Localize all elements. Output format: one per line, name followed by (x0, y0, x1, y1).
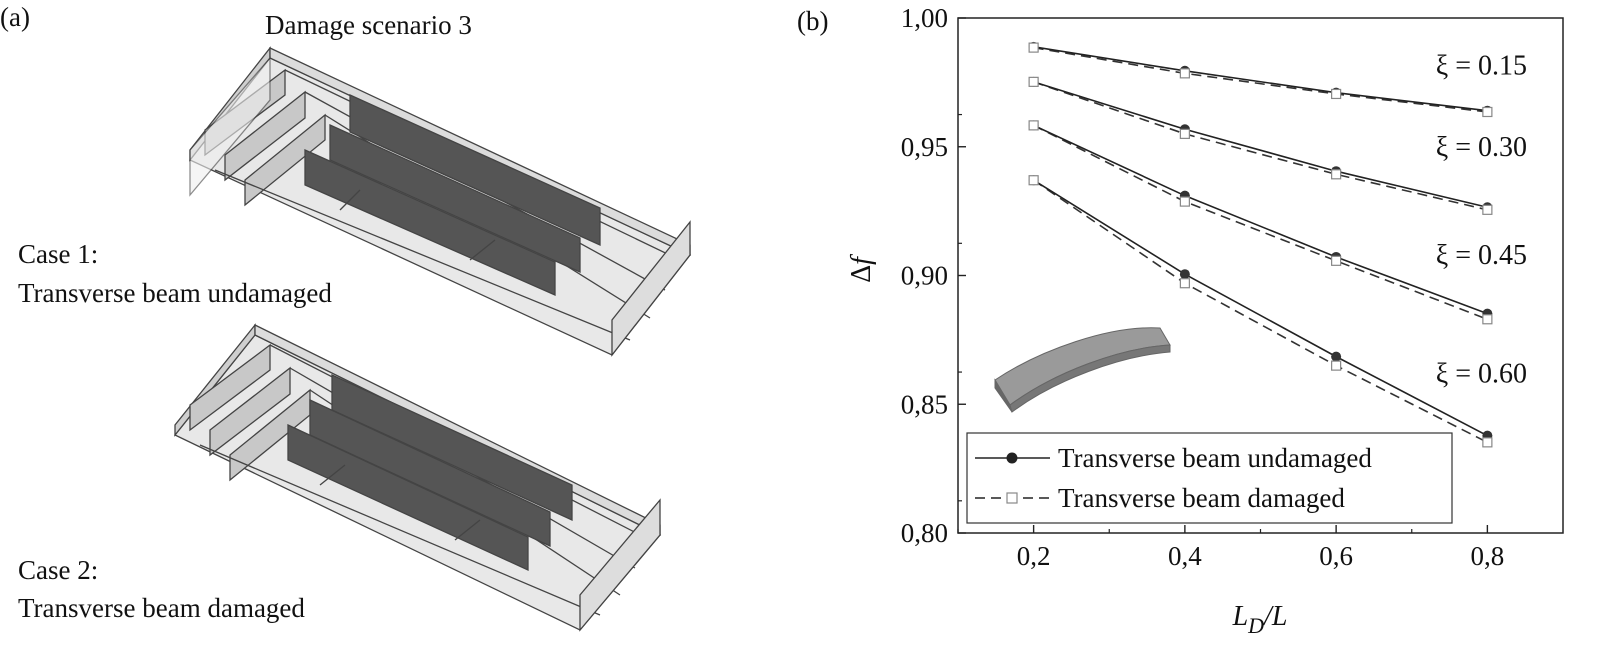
point-damaged (1179, 196, 1190, 207)
series-layer (1028, 41, 1493, 448)
legend: Transverse beam undamaged Transverse bea… (966, 432, 1453, 524)
point-damaged (1028, 175, 1039, 186)
point-damaged (1331, 88, 1342, 100)
y-axis: 0,80 0,85 0,90 0,95 1,00 (901, 3, 966, 548)
bridge-case1-illustration (188, 46, 692, 357)
bridge-illustrations (173, 46, 692, 632)
case2-description: Transverse beam damaged (18, 593, 305, 623)
point-damaged (1331, 360, 1342, 371)
legend-label-undamaged: Transverse beam undamaged (1058, 443, 1372, 473)
legend-box (966, 432, 1453, 524)
y-tick-label: 0,95 (901, 132, 948, 162)
x-axis: 0,2 0,4 0,6 0,8 (957, 525, 1505, 571)
point-damaged (1179, 128, 1190, 139)
bridge-case2-illustration (173, 323, 662, 632)
point-undamaged (1331, 351, 1342, 362)
point-damaged (1028, 120, 1039, 131)
x-tick-label: 0,4 (1168, 541, 1202, 571)
xi-label: ξ = 0.30 (1436, 132, 1527, 163)
point-damaged (1028, 42, 1039, 53)
case1-label: Case 1: (18, 239, 99, 269)
y-tick-label: 0,90 (901, 261, 948, 291)
point-damaged (1482, 204, 1493, 215)
panel-b-tag: (b) (797, 6, 828, 36)
point-damaged (1482, 314, 1493, 325)
point-damaged (1482, 437, 1493, 448)
y-axis-label: Δf (846, 254, 877, 283)
panel-a-title: Damage scenario 3 (265, 10, 472, 40)
point-damaged (1331, 255, 1342, 266)
xi-label: ξ = 0.45 (1436, 240, 1527, 271)
inset-model-thumbnail (994, 327, 1171, 413)
group-labels: ξ = 0.15 ξ = 0.30 ξ = 0.45 ξ = 0.60 (1436, 51, 1527, 390)
case1-description: Transverse beam undamaged (18, 278, 332, 308)
series-line-undamaged (1033, 124, 1488, 315)
series-line-undamaged (1033, 179, 1488, 437)
y-tick-label: 0,80 (901, 518, 948, 548)
legend-label-damaged: Transverse beam damaged (1058, 483, 1345, 513)
y-tick-label: 1,00 (901, 3, 948, 33)
legend-marker-undamaged (1006, 452, 1018, 464)
series-line-undamaged (1033, 46, 1488, 112)
case2-label: Case 2: (18, 555, 99, 585)
xi-label: ξ = 0.15 (1436, 51, 1527, 82)
point-damaged (1179, 278, 1190, 289)
x-tick-label: 0,8 (1471, 541, 1505, 571)
series-line-damaged (1033, 179, 1488, 444)
point-undamaged (1179, 269, 1190, 280)
y-tick-label: 0,85 (901, 389, 948, 419)
point-damaged (1482, 106, 1493, 118)
series-line-damaged (1033, 124, 1488, 321)
x-tick-label: 0,2 (1017, 541, 1051, 571)
point-damaged (1331, 169, 1342, 180)
x-tick-label: 0,6 (1319, 541, 1353, 571)
point-damaged (1028, 76, 1039, 87)
panel-a-tag: (a) (0, 2, 30, 32)
x-axis-label: LD/L (1232, 601, 1288, 638)
series-line-undamaged (1033, 81, 1488, 209)
legend-marker-damaged (1006, 492, 1018, 504)
point-damaged (1179, 68, 1190, 79)
xi-label: ξ = 0.60 (1436, 358, 1527, 389)
series-line-damaged (1033, 46, 1488, 113)
